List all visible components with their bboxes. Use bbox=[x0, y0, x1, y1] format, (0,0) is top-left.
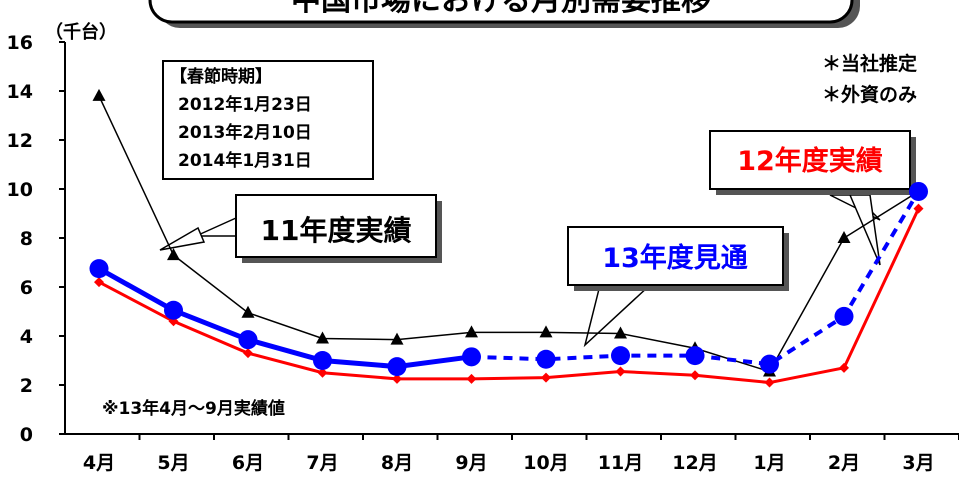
fy13-point bbox=[909, 181, 928, 201]
fy11-callout-label: 11年度実績 bbox=[261, 214, 412, 247]
fy11-point bbox=[390, 332, 404, 345]
fy12-point bbox=[764, 377, 775, 388]
fy13-point bbox=[760, 354, 779, 374]
fy12-point bbox=[913, 203, 924, 214]
fy13-point bbox=[611, 346, 630, 366]
fy12-point bbox=[615, 366, 626, 377]
fy12-point bbox=[466, 373, 477, 384]
chart-title: 中国市場における月別需要推移 bbox=[291, 0, 711, 18]
fy12-point bbox=[690, 370, 700, 381]
x-tick-label: 8月 bbox=[381, 452, 413, 474]
fy13-point bbox=[387, 357, 407, 377]
x-tick-label: 7月 bbox=[306, 452, 338, 474]
fy12-series-line bbox=[98, 207, 920, 385]
fy12-point bbox=[839, 362, 849, 373]
fy13-point bbox=[89, 259, 109, 279]
x-tick-label: 12月 bbox=[672, 452, 717, 474]
footnote: ※13年4月～9月実績値 bbox=[102, 398, 285, 419]
x-tick-label: 5月 bbox=[157, 452, 189, 474]
x-tick-label: 9月 bbox=[455, 452, 487, 474]
series-layer bbox=[89, 88, 928, 388]
fy11-point bbox=[316, 331, 329, 344]
fy13-point bbox=[313, 351, 332, 370]
x-axis-ticks: 4月 5月 6月 7月 8月 9月 10月 11月 12月 1月 2月 3月 bbox=[83, 434, 959, 474]
spring-festival-box: 【春節時期】 2012年1月23日 2013年2月10日 2014年1月31日 bbox=[162, 60, 374, 180]
fy12-point bbox=[317, 367, 328, 378]
fy11-point bbox=[837, 231, 851, 243]
fy11-point bbox=[465, 325, 478, 338]
x-tick-label: 4月 bbox=[83, 452, 115, 474]
fy12-point bbox=[541, 372, 551, 383]
fy11-point bbox=[614, 326, 627, 339]
x-tick-label: 2月 bbox=[828, 452, 860, 474]
fy12-callout-label: 12年度実績 bbox=[737, 145, 883, 177]
y-tick-label: 8 bbox=[20, 228, 33, 250]
x-tick-label: 11月 bbox=[598, 452, 643, 474]
fy12-point bbox=[243, 348, 253, 359]
spring-festival-date-2012: 2012年1月23日 bbox=[178, 94, 312, 115]
y-tick-label: 4 bbox=[20, 326, 33, 348]
fy11-point bbox=[92, 88, 106, 101]
fy13-point bbox=[164, 300, 183, 320]
fy13-point bbox=[685, 346, 705, 366]
y-axis-unit-label: （千台） bbox=[45, 21, 117, 43]
fy12-point bbox=[94, 277, 104, 288]
y-tick-label: 12 bbox=[7, 130, 33, 152]
foreign-only-note: ＊外資のみ bbox=[822, 83, 917, 106]
fy13-point bbox=[536, 349, 556, 369]
estimate-note: ＊当社推定 bbox=[822, 52, 917, 75]
spring-festival-heading: 【春節時期】 bbox=[170, 66, 272, 87]
spring-festival-date-2013: 2013年2月10日 bbox=[178, 122, 312, 143]
fy13-point bbox=[834, 306, 854, 326]
fy11-point bbox=[241, 305, 255, 318]
title-banner: 中国市場における月別需要推移 bbox=[148, 0, 860, 28]
fy13-callout: 13年度見通 bbox=[567, 226, 789, 348]
y-tick-label: 14 bbox=[7, 81, 33, 103]
fy12-callout: 12年度実績 bbox=[709, 130, 916, 266]
fy12-point bbox=[392, 373, 402, 384]
y-tick-label: 10 bbox=[7, 179, 33, 201]
fy13-actual-line bbox=[97, 266, 472, 370]
y-axis-ticks: 0 2 4 6 8 10 12 14 16 bbox=[7, 32, 65, 446]
y-tick-label: 6 bbox=[20, 277, 33, 299]
fy13-callout-label: 13年度見通 bbox=[602, 242, 748, 274]
y-tick-label: 16 bbox=[7, 32, 33, 54]
y-tick-label: 2 bbox=[20, 375, 33, 397]
fy11-callout: 11年度実績 bbox=[159, 194, 442, 263]
x-tick-label: 6月 bbox=[232, 452, 264, 474]
fy11-point bbox=[167, 248, 180, 261]
fy11-point bbox=[539, 325, 553, 338]
fy11-series-line bbox=[98, 95, 919, 373]
x-tick-label: 1月 bbox=[753, 452, 785, 474]
x-tick-label: 3月 bbox=[902, 452, 934, 474]
x-tick-label: 10月 bbox=[523, 452, 568, 474]
spring-festival-date-2014: 2014年1月31日 bbox=[178, 150, 312, 171]
y-tick-label: 0 bbox=[20, 424, 33, 446]
fy13-point bbox=[462, 347, 481, 367]
fy13-point bbox=[238, 330, 258, 350]
